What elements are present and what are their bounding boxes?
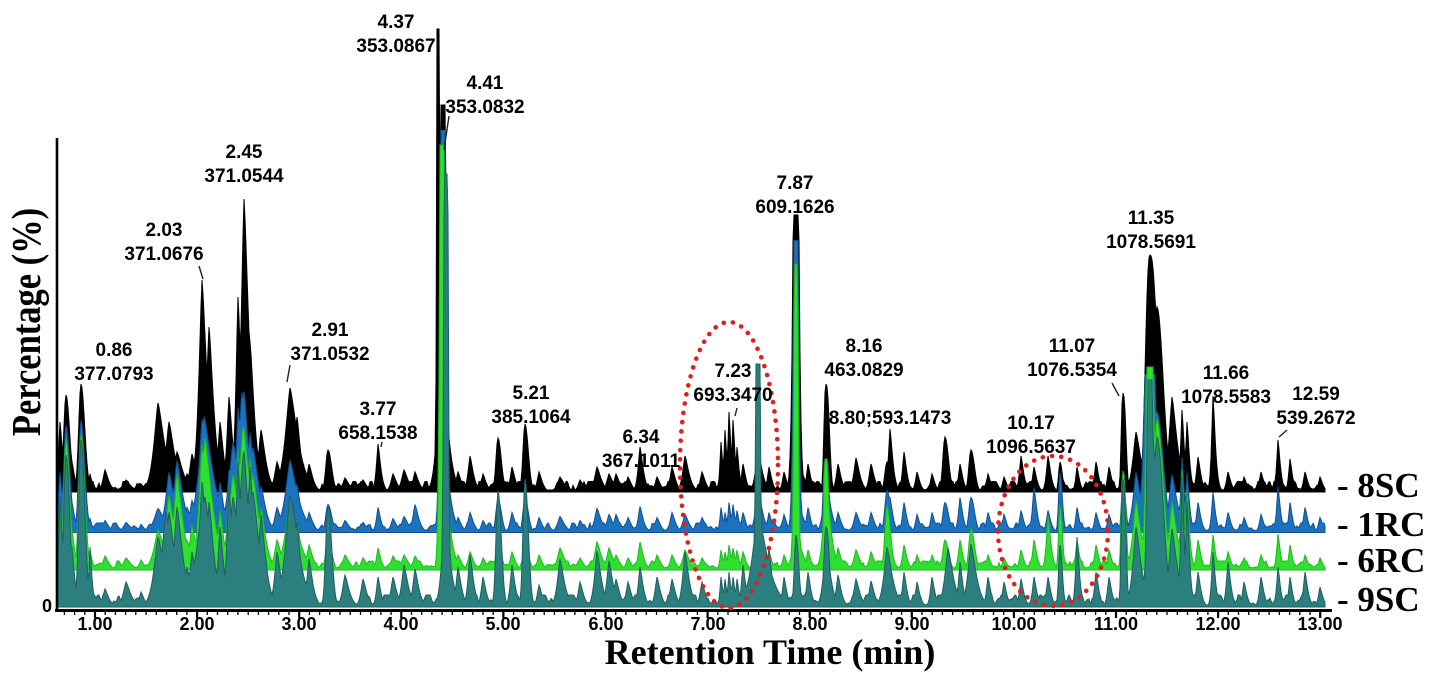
svg-text:371.0544: 371.0544 [204, 166, 284, 187]
svg-text:1078.5691: 1078.5691 [1106, 232, 1196, 253]
svg-text:2.45: 2.45 [226, 142, 263, 163]
svg-text:8.16: 8.16 [846, 336, 883, 357]
svg-text:Retention Time (min): Retention Time (min) [605, 632, 936, 672]
svg-text:367.1011: 367.1011 [602, 451, 681, 472]
svg-text:11.00: 11.00 [1094, 614, 1138, 634]
svg-text:2.00: 2.00 [179, 614, 214, 634]
svg-text:10.00: 10.00 [991, 614, 1036, 634]
svg-text:3.77: 3.77 [360, 399, 397, 420]
svg-text:463.0829: 463.0829 [824, 360, 903, 381]
svg-text:2.03: 2.03 [146, 220, 183, 241]
svg-text:609.1626: 609.1626 [755, 197, 834, 218]
svg-text:0.86: 0.86 [96, 340, 133, 361]
svg-text:353.0867: 353.0867 [356, 36, 435, 57]
svg-text:385.1064: 385.1064 [491, 407, 571, 428]
svg-text:6.00: 6.00 [588, 614, 623, 634]
svg-text:371.0532: 371.0532 [290, 344, 369, 365]
svg-text:- 6RC: - 6RC [1337, 541, 1425, 580]
svg-text:0: 0 [42, 596, 52, 616]
svg-text:4.00: 4.00 [383, 614, 418, 634]
svg-text:11.07: 11.07 [1049, 336, 1096, 357]
svg-text:5.00: 5.00 [485, 614, 520, 634]
svg-text:- 1RC: - 1RC [1337, 505, 1425, 544]
svg-text:10.17: 10.17 [1007, 413, 1055, 434]
svg-text:1.00: 1.00 [77, 614, 112, 634]
svg-text:2.91: 2.91 [312, 320, 349, 341]
svg-text:1076.5354: 1076.5354 [1027, 360, 1117, 381]
svg-text:693.3470: 693.3470 [693, 385, 772, 406]
svg-text:6.34: 6.34 [623, 427, 660, 448]
svg-text:1096.5637: 1096.5637 [986, 437, 1076, 458]
svg-text:3.00: 3.00 [281, 614, 316, 634]
svg-text:13.00: 13.00 [1297, 614, 1342, 634]
svg-text:- 8SC: - 8SC [1337, 466, 1420, 505]
svg-text:5.21: 5.21 [513, 383, 550, 404]
svg-text:658.1538: 658.1538 [338, 423, 417, 444]
svg-text:377.0793: 377.0793 [74, 364, 153, 385]
svg-text:4.41: 4.41 [467, 73, 504, 94]
svg-text:7.87: 7.87 [777, 173, 814, 194]
svg-text:7.00: 7.00 [690, 614, 725, 634]
svg-text:9.00: 9.00 [894, 614, 929, 634]
svg-text:353.0832: 353.0832 [445, 97, 524, 118]
svg-text:11.66: 11.66 [1203, 363, 1250, 384]
svg-text:7.23: 7.23 [715, 361, 752, 382]
svg-text:11.35: 11.35 [1128, 208, 1175, 229]
svg-text:- 9SC: - 9SC [1337, 580, 1420, 619]
svg-text:12.59: 12.59 [1292, 384, 1340, 405]
svg-text:Percentage (%): Percentage (%) [4, 208, 50, 436]
svg-text:8.80;593.1473: 8.80;593.1473 [829, 408, 952, 429]
svg-text:539.2672: 539.2672 [1276, 408, 1355, 429]
svg-text:4.37: 4.37 [378, 12, 415, 33]
svg-text:12.00: 12.00 [1195, 614, 1240, 634]
svg-text:8.00: 8.00 [792, 614, 827, 634]
svg-text:1078.5583: 1078.5583 [1181, 387, 1271, 408]
svg-text:371.0676: 371.0676 [124, 244, 203, 265]
